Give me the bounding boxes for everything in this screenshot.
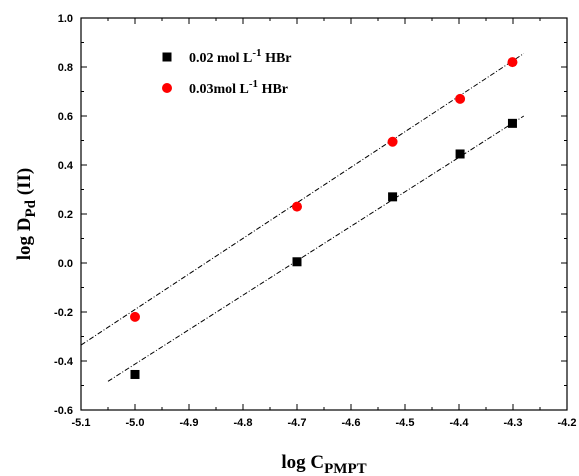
y-tick-label: 0.0 [58,258,73,270]
data-point-series-1 [507,118,517,128]
legend-label-series-1: 0.02 mol L-1 HBr [189,47,292,66]
fit-line-series-1 [107,115,525,382]
y-tick-label: -0.2 [54,307,73,319]
x-axis-label: log CPMPT [281,452,366,476]
data-point-series-2 [455,93,466,104]
y-tick-label: 1.0 [58,13,73,25]
x-tick-label: -4.7 [288,417,307,429]
data-point-series-1 [455,149,465,159]
x-tick-label: -4.4 [450,417,470,429]
axis-ticks: -5.1 -5.0 -4.9 -4.8 -4.7 -4.6 -4.5 -4.4 -4.3 -4.2… [54,13,576,429]
legend: 0.02 mol L-1 HBr 0.03mol L-1 HBr [162,47,292,97]
data-point-series-2 [387,136,398,147]
data-points [130,57,518,379]
data-point-series-2 [130,311,140,322]
data-point-series-1 [130,369,140,379]
x-tick-label: -4.3 [504,417,523,429]
data-point-series-2 [507,57,518,68]
x-tick-label: -4.9 [180,417,199,429]
y-tick-label: 0.4 [58,160,74,172]
data-point-series-2 [292,201,302,212]
plot-area-frame [80,17,568,411]
x-tick-label: -4.6 [342,417,361,429]
data-point-series-1 [292,257,302,267]
y-tick-label: -0.4 [54,356,74,368]
fit-line-series-2 [80,53,525,346]
y-tick-label: 0.8 [58,62,73,74]
x-tick-label: -5.0 [126,417,145,429]
y-tick-label: 0.6 [58,111,73,123]
data-point-series-1 [388,192,398,202]
legend-marker-series-1 [162,52,172,62]
fit-lines [80,53,525,382]
x-tick-label: -4.8 [234,417,253,429]
y-axis-label: log DPd (II) [14,168,39,260]
y-tick-label: 0.2 [58,209,73,221]
x-tick-label: -4.2 [558,417,577,429]
legend-marker-series-2 [162,83,172,93]
x-tick-label: -4.5 [396,417,415,429]
y-tick-label: -0.6 [54,405,73,417]
legend-label-series-2: 0.03mol L-1 HBr [189,78,288,97]
x-tick-label: -5.1 [72,417,91,429]
